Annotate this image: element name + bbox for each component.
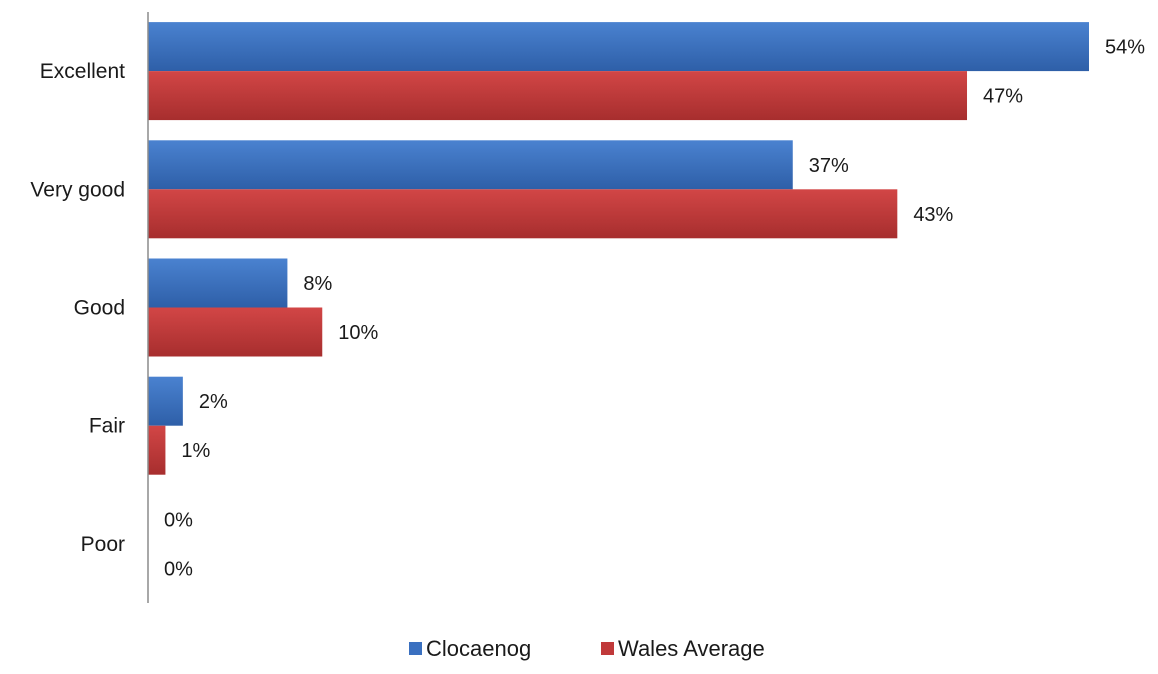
category-label-excellent: Excellent bbox=[40, 60, 125, 83]
bars-layer bbox=[148, 22, 1089, 475]
bar-clocaenog-good bbox=[148, 258, 288, 308]
legend-label-clocaenog: Clocaenog bbox=[426, 636, 531, 661]
legend-swatch-clocaenog bbox=[409, 642, 422, 655]
data-label-wales-average-fair: 1% bbox=[181, 440, 210, 462]
bar-wales-average-good bbox=[148, 307, 323, 357]
legend: Clocaenog Wales Average bbox=[409, 636, 765, 661]
data-label-clocaenog-excellent: 54% bbox=[1105, 37, 1145, 59]
labels-layer: Excellent 54% 47% Very good 37% 43% Good 8% 10% F… bbox=[30, 37, 1145, 581]
category-label-good: Good bbox=[74, 297, 125, 320]
data-label-wales-average-poor: 0% bbox=[164, 558, 193, 580]
bar-clocaenog-fair bbox=[148, 376, 183, 426]
data-label-clocaenog-poor: 0% bbox=[164, 509, 193, 531]
bar-wales-average-fair bbox=[148, 425, 166, 475]
category-label-poor: Poor bbox=[81, 533, 125, 556]
data-label-wales-average-good: 10% bbox=[338, 322, 378, 344]
legend-swatch-wales-average bbox=[601, 642, 614, 655]
data-label-clocaenog-good: 8% bbox=[303, 273, 332, 295]
category-label-fair: Fair bbox=[89, 415, 125, 438]
category-label-very-good: Very good bbox=[30, 178, 125, 201]
data-label-wales-average-excellent: 47% bbox=[983, 86, 1023, 108]
bar-wales-average-excellent bbox=[148, 71, 968, 121]
bar-clocaenog-very-good bbox=[148, 140, 793, 190]
data-label-clocaenog-very-good: 37% bbox=[809, 155, 849, 177]
legend-label-wales-average: Wales Average bbox=[618, 636, 765, 661]
data-label-wales-average-very-good: 43% bbox=[913, 204, 953, 226]
data-label-clocaenog-fair: 2% bbox=[199, 391, 228, 413]
bar-wales-average-very-good bbox=[148, 189, 898, 239]
bar-clocaenog-excellent bbox=[148, 22, 1089, 72]
